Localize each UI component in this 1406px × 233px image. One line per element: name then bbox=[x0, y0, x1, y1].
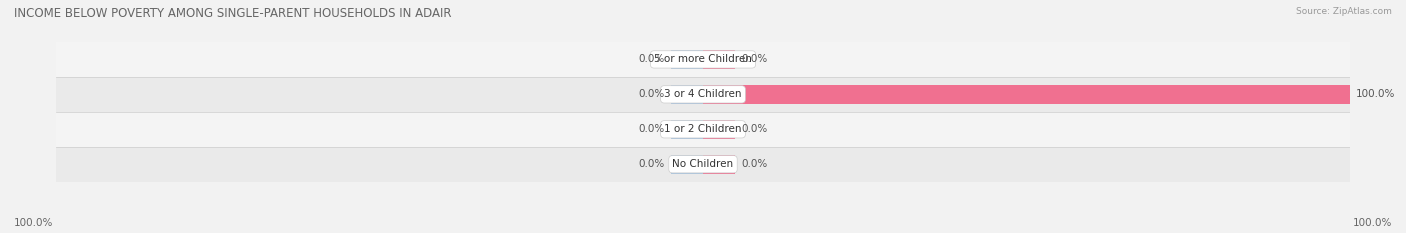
Bar bbox=[703, 155, 735, 174]
Bar bbox=[703, 85, 1350, 104]
Bar bbox=[671, 85, 703, 104]
Bar bbox=[56, 77, 1350, 112]
Text: 0.0%: 0.0% bbox=[742, 55, 768, 64]
Text: 0.0%: 0.0% bbox=[742, 124, 768, 134]
Text: 0.0%: 0.0% bbox=[638, 55, 664, 64]
Text: Source: ZipAtlas.com: Source: ZipAtlas.com bbox=[1296, 7, 1392, 16]
Bar bbox=[703, 50, 735, 69]
Bar bbox=[56, 112, 1350, 147]
Bar bbox=[671, 120, 703, 139]
Text: INCOME BELOW POVERTY AMONG SINGLE-PARENT HOUSEHOLDS IN ADAIR: INCOME BELOW POVERTY AMONG SINGLE-PARENT… bbox=[14, 7, 451, 20]
Bar bbox=[671, 50, 703, 69]
Bar bbox=[56, 42, 1350, 77]
Text: 100.0%: 100.0% bbox=[1353, 218, 1392, 228]
Text: 1 or 2 Children: 1 or 2 Children bbox=[664, 124, 742, 134]
Text: No Children: No Children bbox=[672, 159, 734, 169]
Text: 100.0%: 100.0% bbox=[14, 218, 53, 228]
Bar bbox=[671, 155, 703, 174]
Text: 100.0%: 100.0% bbox=[1357, 89, 1396, 99]
Text: 3 or 4 Children: 3 or 4 Children bbox=[664, 89, 742, 99]
Bar bbox=[56, 147, 1350, 182]
Text: 0.0%: 0.0% bbox=[638, 124, 664, 134]
Text: 0.0%: 0.0% bbox=[742, 159, 768, 169]
Text: 0.0%: 0.0% bbox=[638, 159, 664, 169]
Bar bbox=[703, 120, 735, 139]
Text: 0.0%: 0.0% bbox=[638, 89, 664, 99]
Text: 5 or more Children: 5 or more Children bbox=[654, 55, 752, 64]
